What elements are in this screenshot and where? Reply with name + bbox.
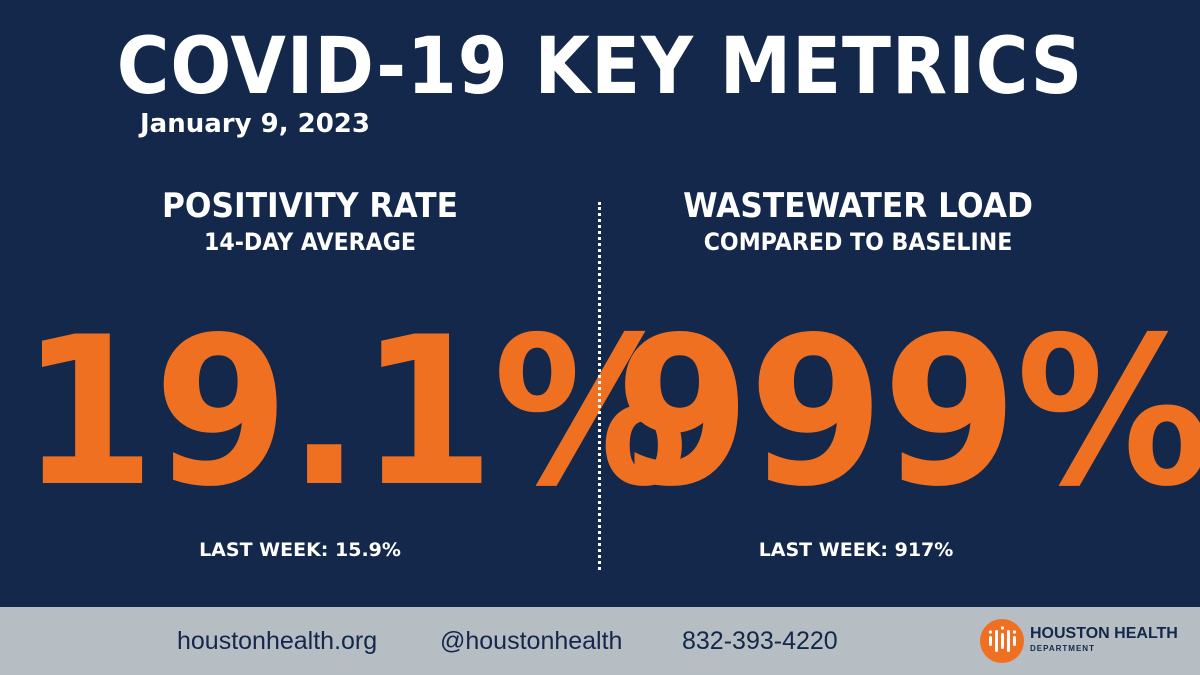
metric-wastewater-value: 999% — [615, 294, 1200, 532]
phone-number[interactable]: 832-393-4220 — [682, 627, 838, 655]
metric-wastewater-header: WASTEWATER LOAD COMPARED TO BASELINE — [578, 185, 1138, 257]
metric-wastewater-last-week: LAST WEEK: 917% — [758, 539, 954, 561]
dotted-divider — [598, 202, 601, 570]
logo-name: HOUSTON HEALTH — [1030, 625, 1178, 642]
website-link[interactable]: houstonhealth.org — [177, 627, 378, 655]
metric-subtitle: COMPARED TO BASELINE — [703, 228, 1013, 256]
logo-department: DEPARTMENT — [1030, 644, 1095, 653]
report-date: January 9, 2023 — [140, 109, 370, 139]
metric-positivity-last-week: LAST WEEK: 15.9% — [199, 539, 401, 561]
social-handle[interactable]: @houstonhealth — [440, 627, 623, 655]
metric-title: WASTEWATER LOAD — [683, 186, 1033, 226]
metric-title: POSITIVITY RATE — [162, 186, 458, 226]
metric-positivity-value: 19.1% — [20, 294, 688, 532]
metric-subtitle: 14-DAY AVERAGE — [204, 228, 416, 256]
logo-mark-icon — [980, 619, 1024, 663]
page-title: COVID-19 KEY METRICS — [116, 22, 1084, 112]
metric-positivity-header: POSITIVITY RATE 14-DAY AVERAGE — [30, 185, 590, 257]
houston-health-logo: HOUSTON HEALTH DEPARTMENT — [980, 619, 1180, 663]
main-panel: COVID-19 KEY METRICS January 9, 2023 POS… — [20, 22, 1200, 570]
